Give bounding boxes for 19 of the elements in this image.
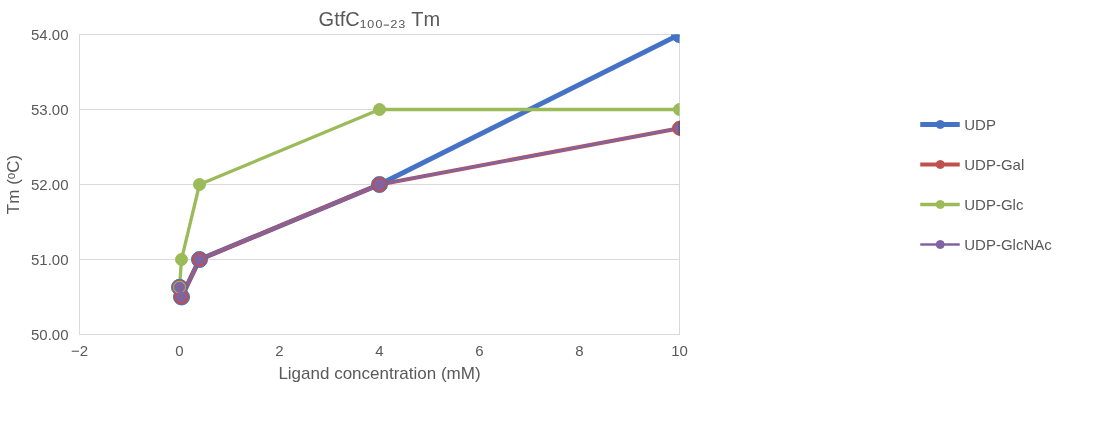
legend-label: UDP	[964, 115, 996, 133]
legend-label: UDP-GlcNAc	[964, 235, 1052, 253]
x-tick-label: 2	[275, 341, 284, 359]
y-tick-label: 52.00	[30, 175, 69, 193]
x-tick-label: 8	[575, 341, 584, 359]
x-axis-title: Ligand concentration (mM)	[278, 363, 481, 383]
y-tick-label: 50.00	[30, 325, 69, 343]
legend-label: UDP-Gal	[964, 155, 1025, 173]
y-tick-label: 53.00	[30, 100, 69, 118]
x-tick-label: −2	[70, 341, 89, 359]
y-tick-label: 54.00	[30, 25, 69, 43]
x-tick-label: 0	[175, 341, 184, 359]
legend-label: UDP-Glc	[964, 195, 1024, 213]
y-tick-label: 51.00	[30, 250, 69, 268]
x-tick-label: 4	[375, 341, 384, 359]
x-tick-label: 10	[671, 341, 688, 359]
y-axis-title: Tm (ᵒC)	[3, 154, 23, 215]
chart-title: GtfC₁₀₀₋₂₃ Tm	[318, 7, 441, 30]
x-tick-label: 6	[475, 341, 484, 359]
